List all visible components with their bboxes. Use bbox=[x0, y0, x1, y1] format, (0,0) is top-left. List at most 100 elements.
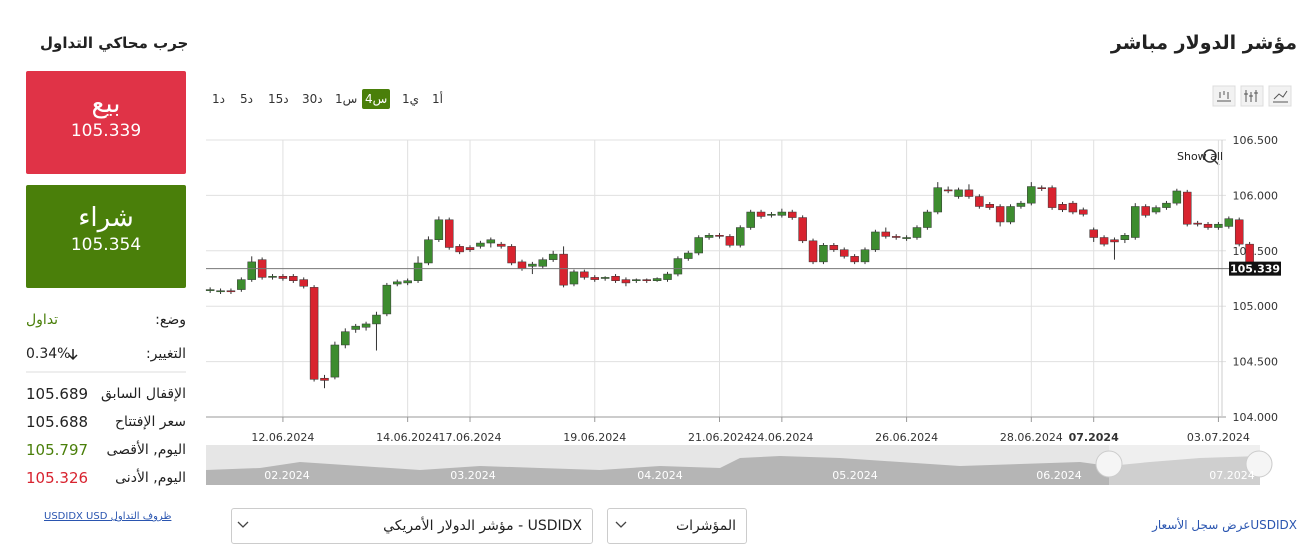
candle-body bbox=[787, 211, 797, 218]
history-link-symbol: USDIDX bbox=[1250, 518, 1297, 532]
candle-body bbox=[476, 242, 485, 247]
tool-button[interactable] bbox=[1268, 85, 1292, 107]
candle-body bbox=[943, 189, 953, 192]
navigator-label: 06.2024 bbox=[1036, 469, 1082, 482]
candle-body bbox=[590, 277, 600, 280]
instrument: USDIDX - مؤشر الدولار الأمريكي bbox=[383, 518, 582, 534]
candle-body bbox=[330, 344, 340, 378]
timeframe-button[interactable]: 1أ bbox=[432, 92, 443, 106]
timeframe-button[interactable]: 1ي bbox=[402, 92, 420, 106]
history-link-text: عرض سجل الأسعار bbox=[1152, 518, 1251, 532]
candle-body bbox=[299, 279, 308, 287]
conditions-link[interactable]: USDIDX USD ظروف التداول bbox=[44, 511, 172, 522]
candle-body bbox=[850, 256, 859, 263]
candle-body bbox=[1172, 190, 1182, 204]
candle-body bbox=[465, 247, 475, 250]
navigator-window[interactable] bbox=[1109, 445, 1260, 485]
candle-body bbox=[933, 187, 943, 213]
navigator-handle[interactable] bbox=[1245, 450, 1273, 478]
zoom-icon bbox=[1203, 149, 1217, 163]
candle-body bbox=[538, 259, 548, 267]
stat-row: سعر الإفتتاح 105.688 bbox=[26, 411, 186, 433]
candle-body bbox=[798, 217, 807, 242]
timeframe-button[interactable]: 15د bbox=[268, 92, 289, 106]
x-tick-label: 21.06.2024 bbox=[688, 431, 751, 444]
instrument-select[interactable]: USDIDX - مؤشر الدولار الأمريكي bbox=[231, 508, 593, 544]
candle-body bbox=[507, 246, 516, 264]
candle-body bbox=[954, 189, 963, 197]
indicators-select[interactable]: المؤشرات bbox=[607, 508, 747, 544]
navigator-label: 05.2024 bbox=[832, 469, 878, 482]
y-tick-label: 104.000 bbox=[1233, 411, 1279, 424]
timeframe-button[interactable]: 5د bbox=[240, 92, 253, 106]
candle-body bbox=[1120, 235, 1130, 240]
timeframe-button[interactable]: 1س bbox=[335, 92, 358, 106]
candle-body bbox=[663, 273, 672, 280]
candle-body bbox=[559, 253, 568, 286]
stat-label: التغيير: bbox=[145, 346, 186, 362]
current-price-box bbox=[1229, 261, 1281, 276]
candle-body bbox=[756, 211, 766, 217]
stat-label: اليوم, الأدنى bbox=[115, 470, 186, 486]
candle-body bbox=[871, 231, 880, 250]
candle-body bbox=[1058, 204, 1067, 211]
y-tick-label: 106.500 bbox=[1233, 134, 1279, 147]
candle-body bbox=[548, 253, 558, 260]
candle-body bbox=[839, 249, 849, 257]
candle-body bbox=[600, 277, 610, 279]
stat-row: التغيير: 0.34% bbox=[26, 343, 186, 365]
sell-button[interactable]: بيع 105.339 bbox=[26, 71, 186, 174]
stat-label: اليوم, الأقصى bbox=[106, 442, 186, 458]
stat-label: وضع: bbox=[155, 312, 186, 328]
candle-body bbox=[1203, 223, 1213, 228]
candle-body bbox=[226, 290, 236, 293]
candle-body bbox=[902, 237, 911, 239]
tool-button[interactable] bbox=[1212, 85, 1236, 107]
candle-body bbox=[1079, 209, 1088, 215]
navigator-handle[interactable] bbox=[1095, 450, 1123, 478]
buy-label: شراء bbox=[78, 203, 134, 233]
candle-body bbox=[247, 261, 256, 280]
candle-body bbox=[216, 290, 225, 293]
timeframe-button[interactable]: 30د bbox=[302, 92, 323, 106]
timeframe-button[interactable]: 4س bbox=[362, 89, 391, 109]
candle-body bbox=[767, 213, 776, 216]
indicators: المؤشرات bbox=[675, 518, 736, 534]
buy-button[interactable]: شراء 105.354 bbox=[26, 185, 186, 288]
candle-body bbox=[808, 240, 818, 263]
candle-body bbox=[684, 252, 693, 259]
y-tick-label: 105.500 bbox=[1233, 245, 1279, 258]
x-tick-label: 24.06.2024 bbox=[750, 431, 813, 444]
candle-body bbox=[205, 289, 215, 291]
candle-body bbox=[725, 236, 735, 246]
stat-value: 105.689 bbox=[26, 385, 89, 403]
candle-body bbox=[528, 263, 537, 267]
candle-body bbox=[912, 227, 922, 238]
stat-value: 105.688 bbox=[26, 413, 89, 431]
candle-body bbox=[1224, 218, 1234, 227]
stat-value: تداول bbox=[26, 312, 59, 328]
stat-row: الإقفال السابق 105.689 bbox=[26, 383, 186, 405]
candle-body bbox=[341, 331, 350, 346]
timeframe-button[interactable]: 1د bbox=[212, 92, 225, 106]
candle-body bbox=[320, 377, 329, 381]
navigator: 02.2024 03.2024 04.2024 05.2024 06.2024 07.20… bbox=[206, 445, 1273, 485]
x-tick-label: 28.06.2024 bbox=[1000, 431, 1063, 444]
candle-body bbox=[278, 276, 288, 279]
candle-body bbox=[455, 246, 464, 253]
tool-icon bbox=[1244, 90, 1258, 102]
candle-body bbox=[1234, 219, 1244, 245]
navigator-label: 07.2024 bbox=[1209, 469, 1255, 482]
candle-body bbox=[496, 243, 506, 247]
history-link[interactable]: عرض سجل الأسعارUSDIDX bbox=[1152, 518, 1297, 532]
candle-body bbox=[1131, 206, 1140, 238]
candle-body bbox=[975, 196, 984, 207]
reset-zoom[interactable]: Show all bbox=[1177, 150, 1223, 163]
x-tick-label: 17.06.2024 bbox=[439, 431, 502, 444]
candle-body bbox=[413, 262, 423, 281]
candle-body bbox=[1110, 239, 1119, 243]
candle-body bbox=[746, 211, 755, 228]
candle-body bbox=[611, 276, 620, 281]
